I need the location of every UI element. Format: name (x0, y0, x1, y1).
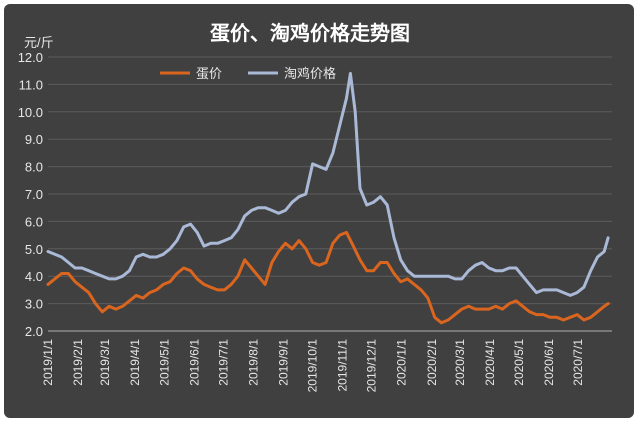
y-axis-tick-labels: 12.0 11.0 10.0 9.0 8.0 7.0 6.0 5.0 4.0 3.0 2.0 (18, 50, 43, 339)
x-tick-label: 2019/4/1 (128, 339, 142, 386)
y-tick-label: 4.0 (25, 269, 43, 284)
legend-label-culled-hen-price: 淘鸡价格 (284, 66, 336, 81)
y-axis-label: 元/斤 (24, 35, 54, 50)
x-tick-label: 2019/1/1 (41, 339, 55, 386)
chart-background (4, 4, 634, 418)
x-tick-label: 2019/9/1 (276, 339, 290, 386)
legend-label-egg-price: 蛋价 (196, 66, 222, 81)
y-tick-label: 2.0 (25, 324, 43, 339)
legend: 蛋价 淘鸡价格 (160, 66, 336, 81)
x-tick-label: 2020/4/1 (483, 339, 497, 386)
x-tick-label: 2020/3/1 (453, 339, 467, 386)
y-tick-label: 10.0 (18, 105, 43, 120)
y-tick-label: 11.0 (19, 77, 43, 92)
series-line-culled-hen-price (46, 71, 610, 297)
y-tick-label: 9.0 (25, 132, 43, 147)
y-tick-label: 6.0 (25, 214, 43, 229)
y-tick-label: 8.0 (25, 160, 43, 175)
x-tick-label: 2019/11/1 (336, 339, 350, 392)
y-tick-label: 7.0 (25, 187, 43, 202)
y-tick-label: 12.0 (18, 50, 43, 65)
y-tick-label: 5.0 (25, 242, 43, 257)
gridlines (48, 56, 612, 332)
chart-title: 蛋价、淘鸡价格走势图 (210, 21, 410, 45)
x-tick-label: 2019/8/1 (246, 339, 260, 386)
x-tick-label: 2019/12/1 (365, 339, 379, 393)
x-tick-label: 2020/6/1 (542, 339, 556, 386)
x-tick-label: 2019/7/1 (216, 339, 230, 386)
y-tick-label: 3.0 (25, 297, 43, 312)
x-tick-label: 2019/6/1 (187, 339, 201, 386)
x-tick-label: 2019/3/1 (98, 339, 112, 386)
x-tick-label: 2019/10/1 (306, 339, 320, 393)
series-line-egg-price (46, 230, 610, 325)
x-tick-label: 2020/5/1 (512, 339, 526, 386)
x-axis-tick-labels: 2019/1/1 2019/2/1 2019/3/1 2019/4/1 2019/5/1… (41, 339, 585, 393)
x-tick-label: 2020/1/1 (395, 339, 409, 386)
series-lines (46, 71, 610, 325)
x-tick-label: 2019/5/1 (157, 339, 171, 386)
x-tick-label: 2019/2/1 (71, 339, 85, 386)
x-tick-label: 2020/2/1 (425, 339, 439, 386)
x-tick-label: 2020/7/1 (571, 339, 585, 386)
